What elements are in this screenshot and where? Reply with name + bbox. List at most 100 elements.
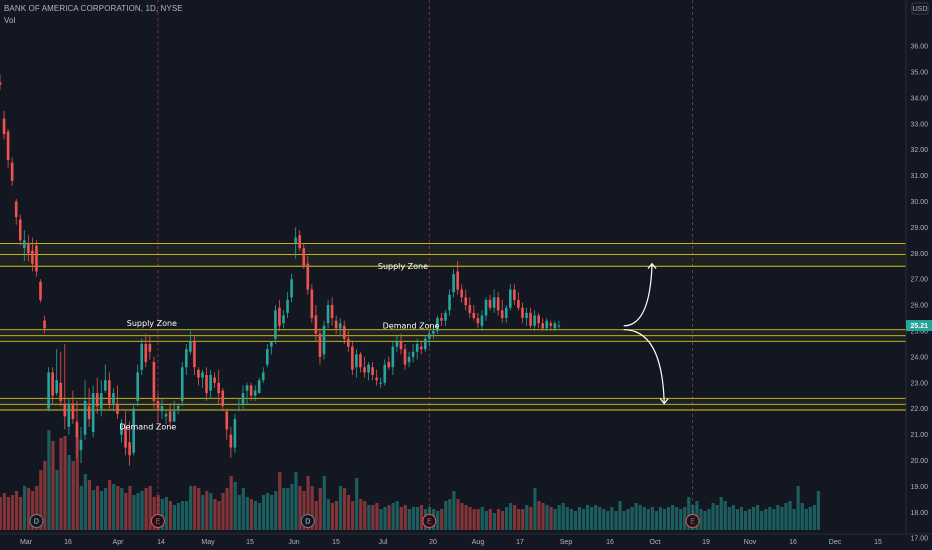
- volume-bar: [136, 493, 140, 530]
- event-marker-circle: [685, 514, 700, 528]
- volume-bar: [379, 509, 383, 530]
- volume-bar: [201, 495, 205, 530]
- candle: [407, 356, 411, 363]
- candle: [35, 245, 38, 272]
- y-tick-label: 22.00: [910, 406, 928, 413]
- x-tick-label: 15: [874, 539, 882, 546]
- candle: [395, 341, 399, 347]
- volume-bar: [399, 507, 403, 530]
- candle: [521, 307, 524, 319]
- candle: [95, 393, 99, 407]
- volume-bar: [180, 501, 185, 530]
- x-tick-label: 15: [332, 539, 340, 546]
- y-tick-label: 17.00: [910, 536, 928, 543]
- price-axis-bg: [906, 0, 932, 550]
- candle: [513, 289, 516, 300]
- x-tick-label: Jun: [288, 539, 299, 546]
- x-tick-label: Apr: [113, 539, 125, 546]
- volume-bar: [274, 491, 278, 530]
- candle: [448, 294, 451, 311]
- volume-bar: [14, 491, 19, 530]
- volume-bar: [468, 507, 472, 530]
- y-tick-label: 26.00: [910, 303, 928, 310]
- candle: [282, 315, 285, 324]
- candle: [509, 289, 512, 308]
- volume-bar: [504, 507, 509, 530]
- candle: [500, 310, 504, 319]
- volume-bar: [27, 488, 31, 530]
- candle: [367, 364, 370, 373]
- volume-bar: [671, 505, 675, 530]
- event-marker-label: D: [305, 519, 310, 526]
- volume-bar: [460, 503, 464, 530]
- volume-bar: [245, 497, 249, 530]
- y-tick-label: 24.00: [910, 354, 928, 361]
- volume-bar: [209, 493, 213, 530]
- volume-bar: [772, 509, 776, 530]
- candle: [274, 310, 277, 339]
- y-tick-label: 35.00: [910, 70, 928, 77]
- candle: [176, 406, 180, 409]
- candle: [71, 403, 75, 420]
- volume-bar: [221, 493, 225, 530]
- volume-bar: [500, 511, 505, 530]
- volume-bar: [569, 509, 573, 530]
- volume-bar: [731, 505, 735, 530]
- volume-bar: [650, 507, 654, 530]
- volume-bar: [594, 505, 598, 530]
- candle: [440, 318, 443, 321]
- volume-bar: [618, 501, 622, 530]
- volume-bar: [666, 507, 671, 530]
- candle: [63, 403, 67, 417]
- event-marker-circle: [150, 514, 165, 528]
- candle: [355, 354, 358, 368]
- volume-bar: [456, 499, 460, 530]
- projection-up-arrow-head: [647, 262, 657, 270]
- candle: [496, 297, 500, 311]
- volume-bar: [31, 491, 35, 530]
- volume-bar: [322, 476, 326, 530]
- volume-bar: [747, 509, 752, 530]
- x-tick-label: 14: [157, 539, 165, 546]
- candle: [51, 372, 54, 396]
- candle: [294, 237, 297, 243]
- candle: [525, 312, 528, 319]
- candle: [197, 369, 200, 378]
- candle: [2, 118, 6, 135]
- candle: [464, 297, 468, 306]
- volume-bar: [711, 503, 715, 530]
- volume-bar: [715, 505, 719, 530]
- event-marker: E: [422, 514, 437, 528]
- candle: [180, 367, 184, 401]
- candle: [261, 372, 265, 381]
- candle: [480, 315, 484, 326]
- candle: [460, 289, 463, 298]
- volume-bar: [606, 511, 610, 530]
- x-tick-label: Jul: [379, 539, 388, 546]
- volume-bar: [351, 501, 355, 530]
- volume-bar: [290, 484, 294, 530]
- candle: [160, 406, 164, 412]
- volume-bar: [792, 509, 796, 530]
- volume-label: Vol: [4, 16, 16, 25]
- volume-bar: [646, 509, 650, 530]
- volume-bar: [241, 488, 245, 530]
- volume-bar: [816, 491, 820, 530]
- candle: [144, 343, 148, 363]
- volume-bar: [152, 497, 156, 530]
- volume-bar: [812, 505, 816, 530]
- volume-bar: [419, 505, 424, 530]
- candle: [432, 331, 435, 334]
- volume-bar: [172, 505, 177, 530]
- volume-bar: [363, 501, 367, 530]
- volume-bar: [266, 493, 270, 530]
- candle: [10, 162, 14, 181]
- volume-bar: [387, 505, 391, 530]
- candle: [253, 390, 257, 396]
- x-tick-label: May: [201, 539, 215, 546]
- last-price-tag: [906, 320, 932, 332]
- volume-bar: [602, 509, 606, 530]
- candle: [476, 318, 480, 324]
- candle: [342, 325, 346, 339]
